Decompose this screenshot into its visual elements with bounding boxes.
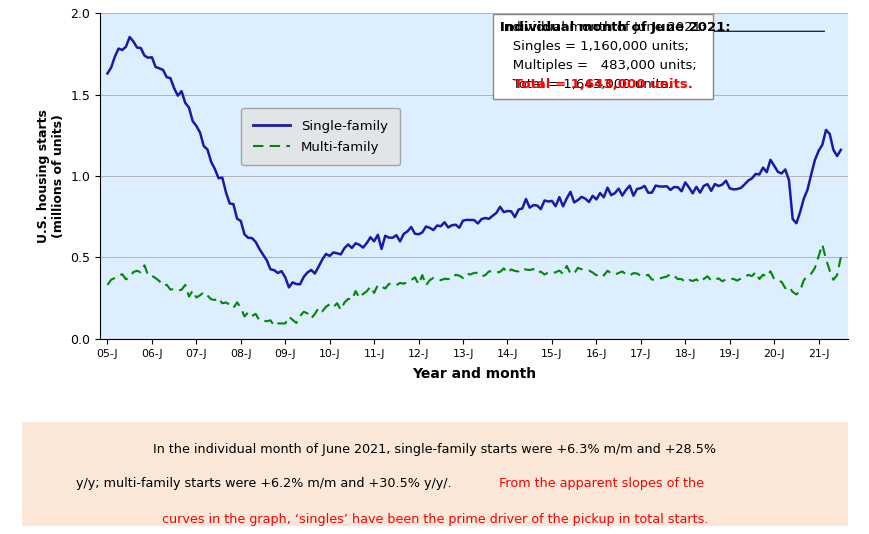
X-axis label: Year and month: Year and month [412,367,535,381]
Text: From the apparent slopes of the: From the apparent slopes of the [494,477,704,490]
Text: Individual month of June 2021:
   Singles = 1,160,000 units;
   Multiples =   48: Individual month of June 2021: Singles =… [500,21,705,91]
Y-axis label: U.S. housing starts
(millions of units): U.S. housing starts (millions of units) [36,109,64,243]
Text: y/y; multi-family starts were +6.2% m/m and +30.5% y/y/.: y/y; multi-family starts were +6.2% m/m … [76,477,451,490]
Text: curves in the graph, ‘singles’ have been the prime driver of the pickup in total: curves in the graph, ‘singles’ have been… [162,514,707,527]
Text: In the individual month of June 2021, single-family starts were +6.3% m/m and +2: In the individual month of June 2021, si… [153,443,716,456]
Text: Individual month of June 2021:: Individual month of June 2021: [500,21,730,35]
Text: Total = 1,643,000 units.: Total = 1,643,000 units. [500,21,693,91]
FancyBboxPatch shape [0,419,869,529]
Legend: Single-family, Multi-family: Single-family, Multi-family [241,108,399,166]
